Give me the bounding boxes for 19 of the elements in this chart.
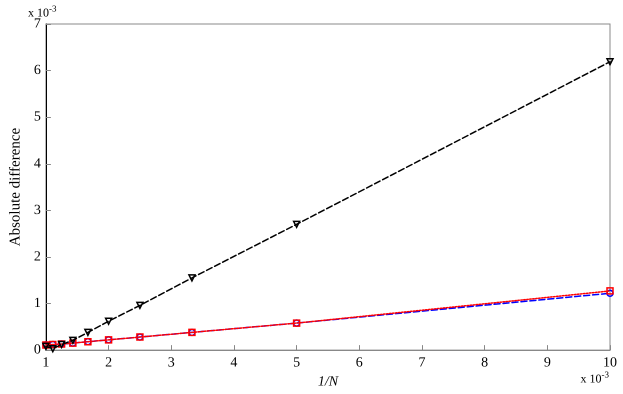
y-tick-label: 3 (34, 202, 41, 218)
x-tick-label: 2 (105, 356, 112, 371)
y-tick-label: 6 (34, 63, 41, 78)
x-tick-label: 7 (418, 356, 426, 371)
x-tick-label: 8 (481, 356, 488, 371)
x-tick-label: 10 (603, 356, 617, 371)
y-tick-label: 0 (34, 342, 41, 358)
y-tick-label: 1 (34, 296, 41, 312)
y-tick-label: 5 (34, 110, 41, 125)
y-tick-label: 4 (34, 156, 41, 172)
x-axis-title: 1/N (318, 374, 339, 390)
x-tick-label: 5 (293, 356, 300, 371)
x-tick-label: 6 (356, 356, 363, 371)
y-axis-title: Absolute difference (8, 128, 24, 246)
y-tick-label: 2 (34, 249, 41, 264)
y-tick-label: 7 (34, 16, 41, 32)
x-tick-label: 4 (230, 356, 238, 371)
x-tick-label: 9 (544, 356, 551, 371)
x-tick-label: 3 (168, 356, 175, 371)
